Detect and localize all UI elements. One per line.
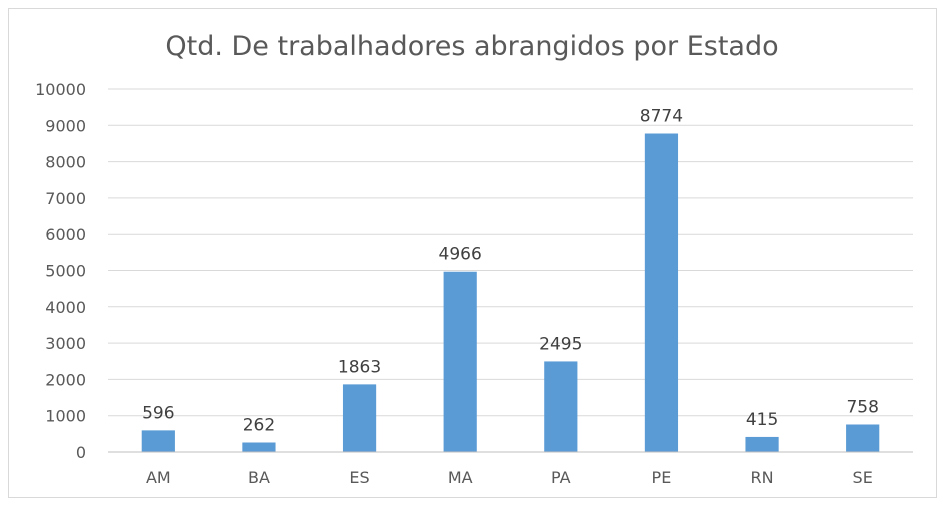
bar-pe [644, 133, 679, 453]
data-label-rn: 415 [746, 410, 778, 430]
data-label-pa: 2495 [539, 334, 582, 354]
data-label-ma: 4966 [439, 245, 482, 265]
data-label-es: 1863 [338, 357, 381, 377]
y-axis-ticks: 0 1000 2000 3000 4000 5000 6000 7000 8000 9000 100… [35, 80, 86, 462]
chart-title: Qtd. De trabalhadores abrangidos por Est… [165, 31, 778, 62]
data-label-am: 596 [142, 403, 174, 423]
x-axis-categories: AM BA ES MA PA PE RN SE [146, 468, 873, 487]
y-tick-label: 8000 [45, 153, 86, 172]
y-tick-label: 9000 [45, 116, 86, 135]
x-tick-label-es: ES [349, 468, 369, 487]
bar-es [342, 384, 377, 452]
bar-se [846, 424, 880, 452]
x-tick-label-ma: MA [448, 468, 473, 487]
bar-ba [242, 442, 276, 452]
data-label-pe: 8774 [640, 107, 683, 127]
x-tick-label-se: SE [853, 468, 873, 487]
data-label-ba: 262 [243, 415, 275, 435]
x-tick-label-ba: BA [248, 468, 270, 487]
x-tick-label-pa: PA [551, 468, 571, 487]
y-tick-label: 1000 [45, 407, 86, 426]
y-tick-label: 6000 [45, 225, 86, 244]
bar-rn [745, 436, 779, 452]
bar-am [141, 430, 175, 452]
y-tick-label: 4000 [45, 298, 86, 317]
y-tick-label: 10000 [35, 80, 86, 99]
bar-pa [544, 361, 578, 452]
x-tick-label-rn: RN [751, 468, 774, 487]
x-tick-label-pe: PE [652, 468, 672, 487]
data-labels: 596 262 1863 4966 2495 8774 415 758 [142, 107, 879, 436]
y-tick-label: 2000 [45, 370, 86, 389]
y-tick-label: 5000 [45, 262, 86, 281]
y-tick-label: 7000 [45, 189, 86, 208]
bar-ma [443, 271, 477, 452]
x-tick-label-am: AM [146, 468, 171, 487]
gridlines [108, 88, 913, 417]
bars [141, 133, 880, 453]
y-tick-label: 3000 [45, 334, 86, 353]
data-label-se: 758 [846, 397, 878, 417]
y-tick-label: 0 [76, 443, 86, 462]
